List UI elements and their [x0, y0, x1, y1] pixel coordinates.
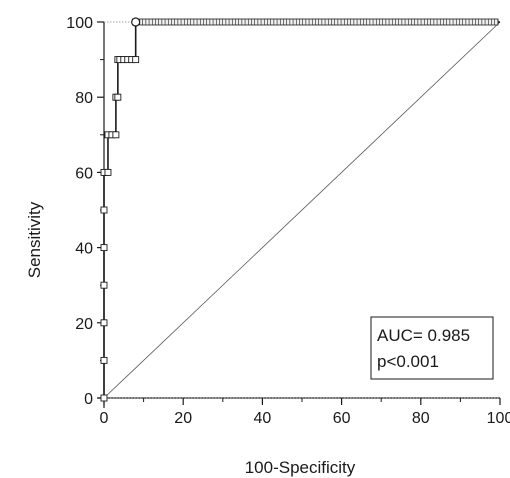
y-tick-label-5: 100 [66, 15, 93, 32]
roc-point-4 [100, 244, 108, 252]
roc-point-10 [112, 131, 120, 139]
roc-point-18 [132, 56, 140, 64]
roc-point-5 [100, 206, 108, 214]
x-tick-label-4: 80 [412, 410, 430, 427]
x-tick-label-0: 0 [100, 410, 109, 427]
x-tick-label-5: 100 [487, 410, 510, 427]
roc-point-0 [100, 394, 108, 402]
y-tick-label-4: 80 [75, 90, 93, 107]
y-axis-title: Sensitivity [25, 201, 44, 278]
reference-diagonal [103, 21, 501, 399]
x-tick-label-3: 60 [333, 410, 351, 427]
cutoff-point-marker [131, 17, 141, 27]
y-tick-label-0: 0 [84, 391, 93, 408]
reference-line-group [103, 21, 501, 399]
axis-ticks: 0 20 40 60 80 100 0 20 40 60 80 100 [66, 15, 510, 427]
roc-point-1 [100, 356, 108, 364]
x-axis-title: 100-Specificity [245, 458, 356, 477]
roc-point-2 [100, 319, 108, 327]
y-tick-label-1: 20 [75, 316, 93, 333]
x-tick-label-2: 40 [254, 410, 272, 427]
y-tick-label-3: 60 [75, 165, 93, 182]
x-tick-label-1: 20 [174, 410, 192, 427]
annotation-box [370, 316, 494, 380]
p-value-label: p<0.001 [377, 352, 439, 371]
roc-point-7 [104, 168, 112, 176]
roc-point-12 [114, 93, 122, 101]
roc-point-3 [100, 281, 108, 289]
upper-marker-band [131, 17, 499, 27]
y-tick-label-2: 40 [75, 241, 93, 258]
auc-label: AUC= 0.985 [377, 326, 470, 345]
